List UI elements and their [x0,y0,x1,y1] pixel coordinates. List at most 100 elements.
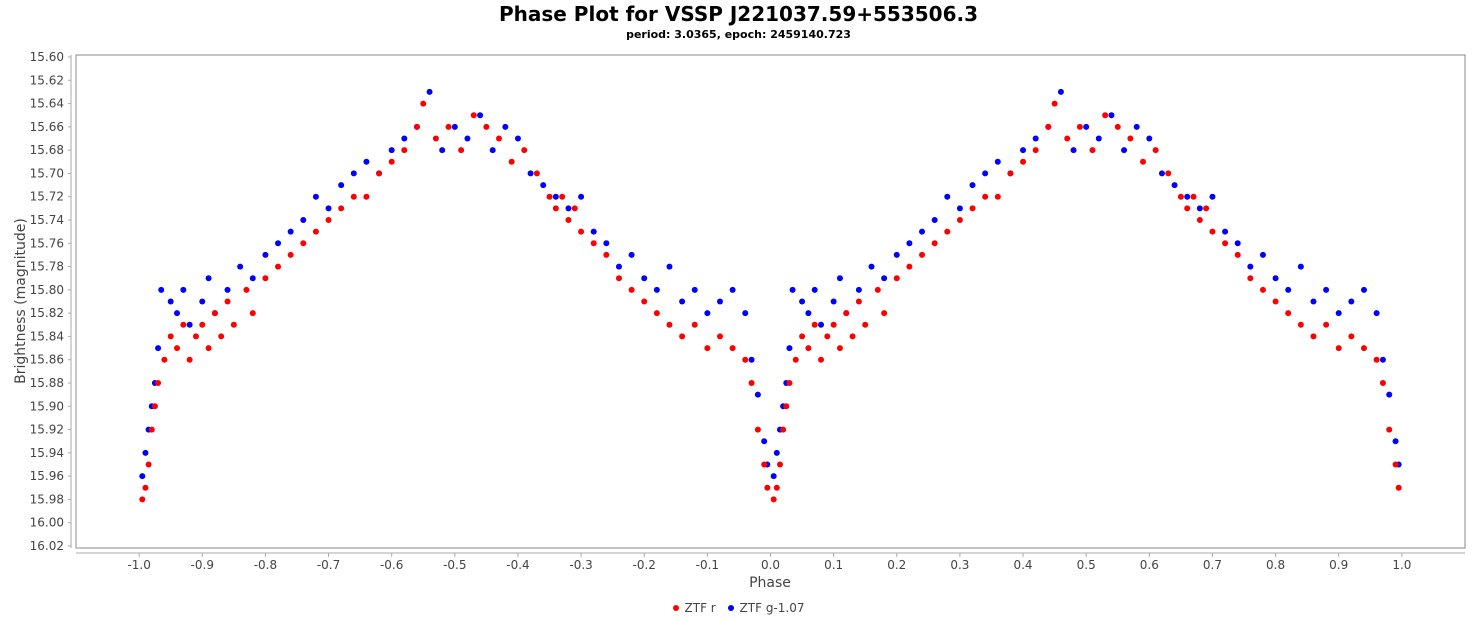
data-point [249,310,256,317]
x-tick-label: 0.8 [1266,558,1285,572]
legend-item-ztf-r: ZTF r [672,601,716,615]
x-tick-label: -0.1 [696,558,719,572]
data-point [1051,100,1058,107]
data-point [1392,438,1399,445]
x-tick-label: 1.0 [1392,558,1411,572]
data-point [287,228,294,235]
data-point [483,123,490,130]
data-point [180,286,187,293]
data-point [641,298,648,305]
data-point [1190,193,1197,200]
data-point [761,461,768,468]
data-point [1070,147,1077,154]
data-point [1348,333,1355,340]
data-point [653,286,660,293]
data-point [489,147,496,154]
data-point [1184,205,1191,212]
data-point [338,205,345,212]
data-point [919,228,926,235]
data-point [1247,263,1254,270]
data-point [1184,193,1191,200]
data-point [868,263,875,270]
x-tick-label: -0.2 [633,558,656,572]
x-axis-label: Phase [749,575,791,591]
data-point [139,496,146,503]
y-tick-label: 15.86 [30,353,64,367]
data-point [205,275,212,282]
data-point [742,356,749,363]
data-point [186,321,193,328]
x-tick-label: -1.0 [127,558,150,572]
x-tick-label: 0.5 [1077,558,1096,572]
data-point [799,298,806,305]
data-point [818,321,825,328]
data-point [546,193,553,200]
data-point [805,345,812,352]
data-point [1203,205,1210,212]
y-tick-label: 15.66 [30,120,64,134]
data-point [300,240,307,247]
data-point [716,333,723,340]
y-tick-label: 15.76 [30,236,64,250]
data-point [1007,170,1014,177]
chart-title: Phase Plot for VSSP J221037.59+553506.3 [498,2,978,26]
data-point [376,170,383,177]
data-point [855,298,862,305]
data-point [167,333,174,340]
data-point [969,205,976,212]
data-point [1165,170,1172,177]
data-point [1222,228,1229,235]
data-point [464,135,471,142]
data-point [426,88,433,95]
y-tick-label: 15.82 [30,306,64,320]
chart-subtitle: period: 3.0365, epoch: 2459140.723 [626,28,851,41]
y-tick-label: 15.60 [30,50,64,64]
data-point [679,298,686,305]
legend-label: ZTF r [684,601,716,615]
data-point [1297,263,1304,270]
data-point [388,147,395,154]
data-point [161,356,168,363]
data-point [830,298,837,305]
data-point [862,321,869,328]
y-axis-label: Brightness (magnitude) [13,218,29,384]
data-point [994,158,1001,165]
data-point [679,333,686,340]
data-point [615,275,622,282]
data-point [571,205,578,212]
data-point [770,473,777,480]
legend-item-ztf-g: ZTF g-1.07 [727,601,805,615]
data-point [1259,251,1266,258]
data-point [559,193,566,200]
data-point [540,182,547,189]
data-point [653,310,660,317]
data-point [704,310,711,317]
data-point [1114,123,1121,130]
data-point [139,473,146,480]
y-tick-label: 15.90 [30,399,64,413]
blue-dot-icon [727,605,734,611]
data-point [836,345,843,352]
data-point [931,240,938,247]
data-point [783,403,790,410]
y-tick-label: 15.98 [30,492,64,506]
data-point [363,193,370,200]
data-point [151,403,158,410]
data-point [944,193,951,200]
data-point [1089,147,1096,154]
data-point [230,321,237,328]
data-point [1152,147,1159,154]
data-point [1140,158,1147,165]
data-point [578,228,585,235]
data-point [312,193,319,200]
data-point [956,217,963,223]
data-point [186,356,193,363]
data-point [325,217,332,223]
y-tick-label: 15.70 [30,166,64,180]
data-point [628,251,635,258]
data-point [716,298,723,305]
data-point [1386,426,1393,433]
data-point [1297,321,1304,328]
data-point [748,356,755,363]
legend-label: ZTF g-1.07 [739,601,805,615]
